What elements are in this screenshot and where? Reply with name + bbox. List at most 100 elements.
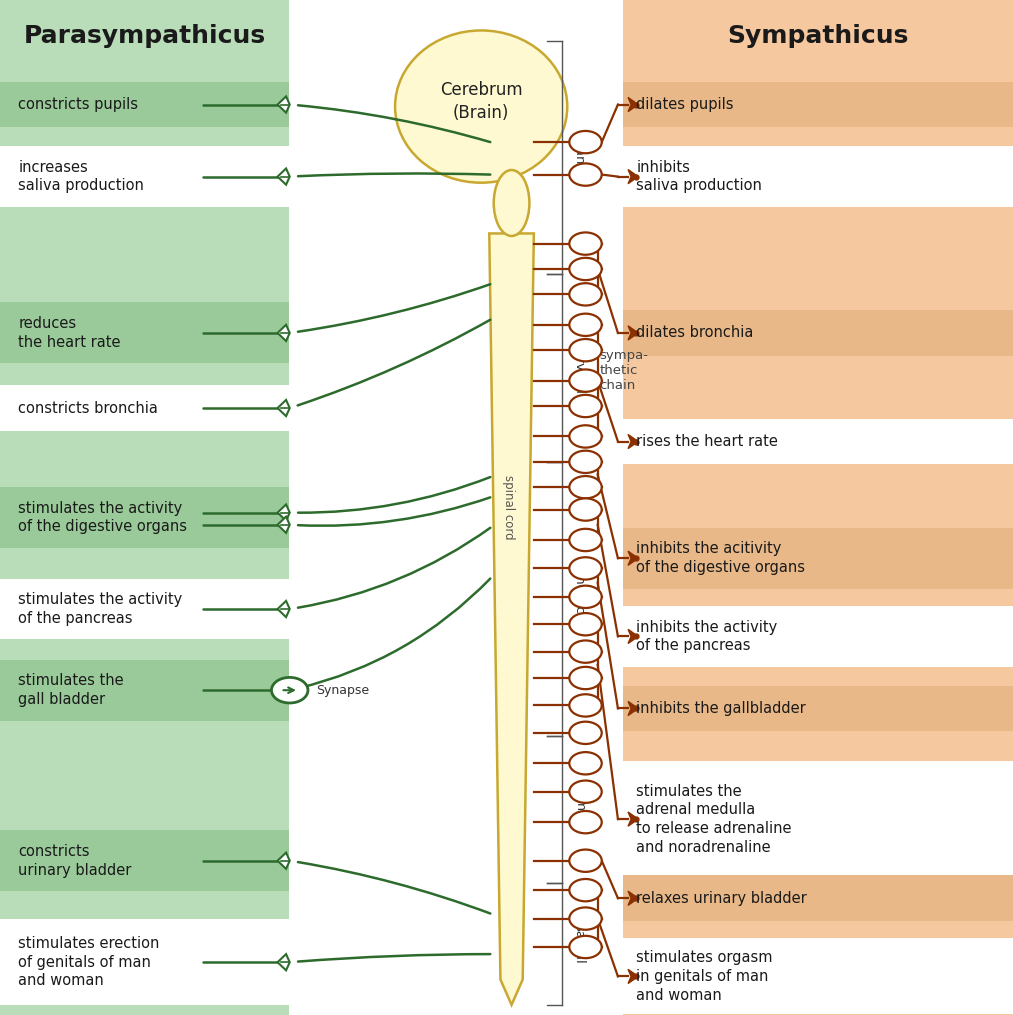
Bar (623, 528, 1013, 589)
Ellipse shape (569, 369, 602, 392)
Text: cervical: cervical (572, 342, 586, 394)
Polygon shape (278, 400, 290, 416)
Text: constricts
urinary bladder: constricts urinary bladder (18, 843, 132, 878)
Bar (0, 146, 289, 207)
Text: increases
saliva production: increases saliva production (18, 159, 144, 194)
Text: Parasympathicus: Parasympathicus (23, 23, 265, 48)
Polygon shape (628, 170, 638, 184)
Text: stimulates orgasm
in genitals of man
and woman: stimulates orgasm in genitals of man and… (636, 950, 773, 1003)
Ellipse shape (569, 694, 602, 717)
Text: constricts bronchia: constricts bronchia (18, 401, 158, 415)
Bar (623, 606, 1013, 667)
Polygon shape (628, 891, 638, 905)
Bar (623, 875, 1013, 922)
Text: Cerebrum
(Brain): Cerebrum (Brain) (440, 81, 523, 122)
Ellipse shape (569, 283, 602, 306)
Ellipse shape (395, 30, 567, 183)
Bar (0, 920, 289, 1005)
Ellipse shape (569, 613, 602, 635)
Text: Sympathicus: Sympathicus (727, 23, 909, 48)
Polygon shape (278, 601, 290, 617)
Ellipse shape (569, 752, 602, 774)
Polygon shape (489, 233, 534, 1005)
Ellipse shape (493, 171, 530, 236)
Polygon shape (278, 325, 290, 341)
Polygon shape (278, 853, 290, 869)
Text: inhibits the acitivity
of the digestive organs: inhibits the acitivity of the digestive … (636, 541, 805, 576)
Ellipse shape (271, 677, 308, 703)
Ellipse shape (569, 811, 602, 833)
Bar (623, 761, 1013, 877)
Text: inhibits the gallbladder: inhibits the gallbladder (636, 701, 806, 716)
Polygon shape (628, 551, 638, 565)
Polygon shape (628, 812, 638, 826)
Bar (623, 310, 1013, 356)
Ellipse shape (569, 425, 602, 448)
Ellipse shape (569, 936, 602, 958)
Text: spinal cord: spinal cord (502, 475, 515, 540)
Bar (0, 660, 289, 721)
Ellipse shape (569, 850, 602, 872)
Polygon shape (628, 326, 638, 340)
Text: stimulates the
gall bladder: stimulates the gall bladder (18, 673, 124, 707)
Bar (623, 686, 1013, 731)
Text: stimulates the activity
of the digestive organs: stimulates the activity of the digestive… (18, 500, 187, 535)
Polygon shape (628, 701, 638, 716)
Text: inhibits
saliva production: inhibits saliva production (636, 159, 762, 194)
Bar (0, 0, 289, 1015)
Text: Synapse: Synapse (316, 684, 369, 696)
Bar (623, 419, 1013, 465)
Polygon shape (278, 682, 290, 698)
Ellipse shape (569, 667, 602, 689)
Ellipse shape (569, 586, 602, 608)
Text: reduces
the heart rate: reduces the heart rate (18, 316, 121, 350)
Text: stimulates the activity
of the pancreas: stimulates the activity of the pancreas (18, 592, 182, 626)
Ellipse shape (569, 314, 602, 336)
Polygon shape (278, 504, 290, 521)
Bar (623, 0, 1013, 1015)
Ellipse shape (569, 258, 602, 280)
Ellipse shape (569, 781, 602, 803)
Text: relaxes urinary bladder: relaxes urinary bladder (636, 891, 807, 905)
Bar (623, 146, 1013, 207)
Text: thoracal: thoracal (572, 571, 586, 626)
Ellipse shape (569, 640, 602, 663)
Ellipse shape (569, 163, 602, 186)
Ellipse shape (569, 339, 602, 361)
Text: lumbal: lumbal (572, 787, 586, 832)
Ellipse shape (569, 476, 602, 498)
Bar (0, 579, 289, 639)
Ellipse shape (569, 498, 602, 521)
Text: cranial: cranial (572, 135, 586, 180)
Bar (0, 487, 289, 548)
Polygon shape (278, 96, 290, 113)
Ellipse shape (569, 131, 602, 153)
Ellipse shape (569, 879, 602, 901)
Polygon shape (278, 168, 290, 185)
Text: sympa-
thetic
chain: sympa- thetic chain (600, 349, 648, 392)
Polygon shape (278, 954, 290, 970)
Ellipse shape (569, 395, 602, 417)
Text: dilates pupils: dilates pupils (636, 97, 733, 112)
Polygon shape (628, 97, 638, 112)
Ellipse shape (569, 451, 602, 473)
Polygon shape (628, 969, 638, 984)
Ellipse shape (569, 529, 602, 551)
Bar (0, 385, 289, 430)
Text: stimulates erection
of genitals of man
and woman: stimulates erection of genitals of man a… (18, 936, 160, 989)
Text: dilates bronchia: dilates bronchia (636, 326, 754, 340)
Text: rises the heart rate: rises the heart rate (636, 434, 778, 449)
Ellipse shape (569, 557, 602, 580)
Bar (623, 81, 1013, 128)
Bar (0, 302, 289, 363)
Text: constricts pupils: constricts pupils (18, 97, 138, 112)
Text: inhibits the activity
of the pancreas: inhibits the activity of the pancreas (636, 619, 777, 654)
Bar (0, 81, 289, 128)
Ellipse shape (569, 907, 602, 930)
Ellipse shape (569, 722, 602, 744)
Text: sacral: sacral (572, 924, 586, 964)
Bar (0, 830, 289, 891)
Polygon shape (628, 629, 638, 644)
Bar (623, 938, 1013, 1015)
Polygon shape (628, 434, 638, 449)
